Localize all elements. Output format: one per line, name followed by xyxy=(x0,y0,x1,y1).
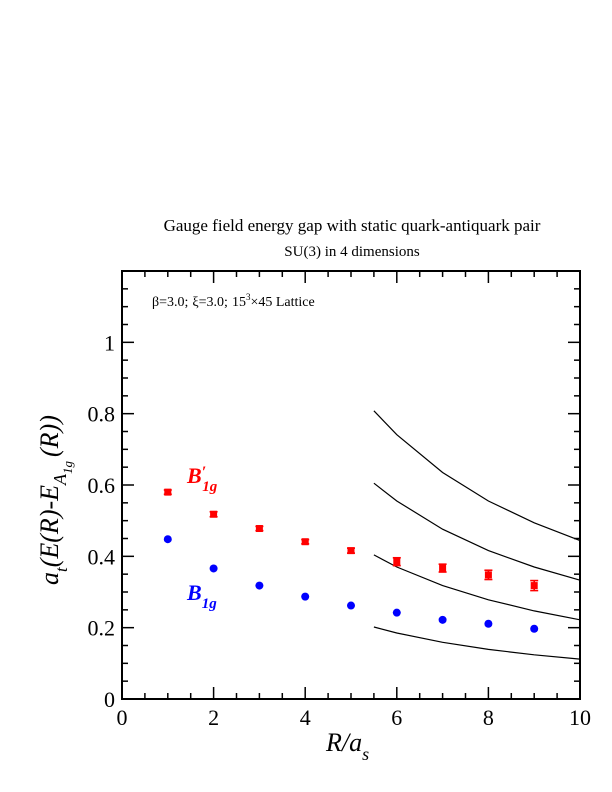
data-point-circle xyxy=(301,592,310,601)
x-tick-label: 0 xyxy=(117,705,128,730)
data-point-square xyxy=(393,558,401,566)
series-label-b1g-main: B xyxy=(186,580,202,605)
data-point-circle xyxy=(347,601,355,610)
y-tick-label: 0.8 xyxy=(88,402,116,427)
axis-ticks xyxy=(121,270,581,700)
lattice-annotation: β=3.0; ξ=3.0; 153×45 Lattice xyxy=(152,292,315,310)
data-point-square xyxy=(301,538,309,546)
annotation-beta: β=3.0; xyxy=(152,295,188,310)
data-point-circle xyxy=(255,581,264,590)
x-tick-label: 2 xyxy=(208,705,219,730)
y-axis-label-subsub: 1g xyxy=(60,460,75,474)
y-tick-label: 0.2 xyxy=(88,616,116,641)
data-point-circle xyxy=(392,608,401,617)
y-axis-label-tail: (R)) xyxy=(35,415,64,457)
theory-curve xyxy=(373,554,581,621)
x-tick-label: 8 xyxy=(483,705,494,730)
tick-labels: 0 2 4 6 8 10 0 0.2 0.4 0.6 0.8 1 xyxy=(88,330,592,730)
y-tick-label: 0.4 xyxy=(88,544,116,569)
x-axis-label-sub: s xyxy=(362,744,369,764)
data-point-circle xyxy=(438,615,447,624)
data-point-square xyxy=(347,547,355,555)
y-axis-label-a-sub: t xyxy=(52,566,71,572)
data-point-square xyxy=(484,571,492,579)
x-axis-label: R/as xyxy=(325,728,369,764)
data-point-square xyxy=(439,564,447,572)
y-tick-label: 0.6 xyxy=(88,473,116,498)
data-point-square xyxy=(530,582,538,590)
series-label-b1g-prime-sub: 1g xyxy=(202,479,218,495)
series-label-b1g-prime-prime: ′ xyxy=(202,464,207,481)
series-label-b1g: B1g xyxy=(186,580,217,612)
annotation-lattice-base: 15 xyxy=(232,295,246,310)
y-axis-label: at(E(R)-EA1g (R)) xyxy=(35,415,75,585)
annotation-lattice-exp: 3 xyxy=(246,292,251,302)
x-tick-label: 10 xyxy=(569,705,591,730)
theory-curves xyxy=(373,410,581,660)
data-point-circle xyxy=(209,564,218,573)
data-point-circle xyxy=(163,535,172,544)
y-tick-label: 1 xyxy=(104,330,115,355)
series-label-b1g-prime-main: B xyxy=(186,463,202,488)
data-point-circle xyxy=(484,619,493,628)
series-label-b1g-prime: B′ 1g xyxy=(186,463,218,495)
chart-subtitle: SU(3) in 4 dimensions xyxy=(284,244,420,260)
chart-title: Gauge field energy gap with static quark… xyxy=(164,216,541,235)
theory-curve xyxy=(373,482,581,581)
y-axis-label-sub: A xyxy=(50,473,70,486)
theory-curve xyxy=(373,626,581,660)
data-point-square xyxy=(210,510,218,518)
data-point-square xyxy=(164,488,172,496)
data-point-square xyxy=(255,525,263,533)
series-label-b1g-sub: 1g xyxy=(202,596,218,612)
theory-curve xyxy=(373,410,581,542)
y-tick-label: 0 xyxy=(104,687,115,712)
data-points xyxy=(163,488,539,633)
x-tick-label: 4 xyxy=(300,705,311,730)
data-point-circle xyxy=(530,624,539,633)
y-axis-label-body: (E(R)-E xyxy=(35,485,64,567)
y-axis-label-a: a xyxy=(35,572,64,585)
annotation-xi: ξ=3.0; xyxy=(192,295,228,310)
x-tick-label: 6 xyxy=(391,705,402,730)
svg-text:at(E(R)-EA1g(R)): at(E(R)-EA1g (R)) xyxy=(35,415,75,585)
x-axis-label-main: R/a xyxy=(325,728,362,757)
annotation-lattice-rest: ×45 Lattice xyxy=(250,295,314,310)
